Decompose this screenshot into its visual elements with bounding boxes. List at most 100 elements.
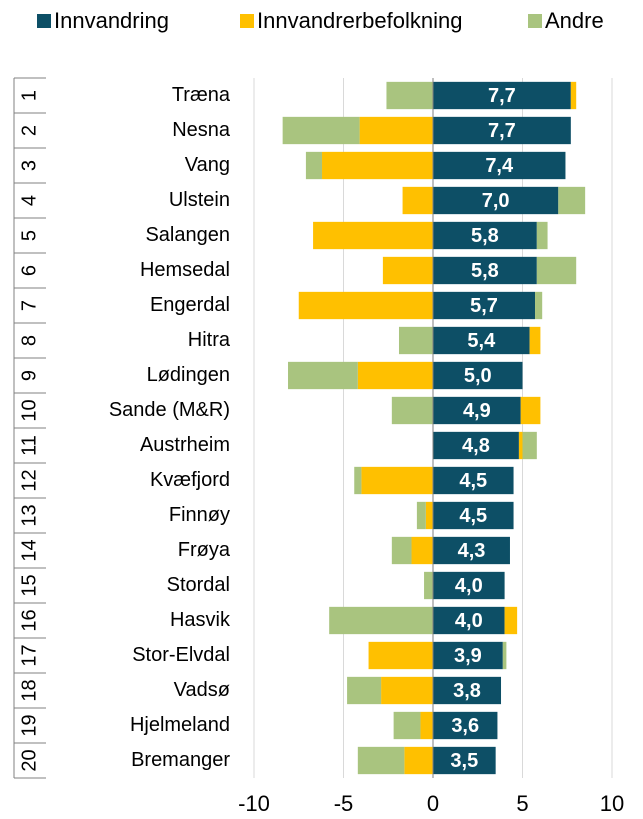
x-tick-label: 10 [600,791,624,816]
bar [433,501,514,530]
bar [357,746,405,775]
bar [433,291,536,320]
bar [535,291,543,320]
category-label: Nesna [172,119,231,141]
bar [433,676,502,705]
category-label: Stor-Elvdal [132,644,230,666]
bar [529,326,541,355]
bar [424,571,433,600]
data-label: 4,9 [463,400,491,422]
legend-swatch [528,14,542,28]
rank-label: 11 [18,435,40,456]
legend-swatch [240,14,254,28]
data-label: 4,0 [455,575,483,597]
x-tick-label: 0 [427,791,439,816]
bar [416,501,426,530]
data-label: 5,7 [470,295,498,317]
category-label: Bremanger [131,749,230,771]
x-tick-label: -5 [334,791,354,816]
bar [433,116,571,145]
bar [347,676,382,705]
bar [433,81,571,110]
bar [433,326,530,355]
rank-label: 17 [18,644,40,666]
data-label: 4,3 [458,540,486,562]
data-label: 3,5 [450,750,478,772]
data-label: 4,5 [459,470,487,492]
bar [329,606,433,635]
rank-label: 8 [18,335,40,346]
legend-label: Innvandrerbefolkning [257,8,462,33]
bar [433,186,559,215]
bar [411,536,433,565]
rank-label: 16 [18,609,40,631]
category-label: Frøya [178,539,231,561]
bar [502,641,507,670]
bar [354,466,362,495]
bar [433,221,537,250]
rank-label: 15 [18,574,40,596]
bar [393,711,421,740]
bar [433,361,523,390]
legend-label: Andre [545,8,604,33]
category-label: Stordal [167,574,230,596]
bar [433,396,521,425]
bar [558,186,586,215]
category-label: Hasvik [170,609,231,631]
bar [570,81,577,110]
category-label: Austrheim [140,434,230,456]
data-label: 3,9 [454,645,482,667]
rank-label: 3 [18,160,40,171]
category-label: Vang [185,154,230,176]
category-label: Finnøy [169,504,230,526]
data-label: 3,8 [453,680,481,702]
data-label: 7,7 [488,120,516,142]
rank-label: 18 [18,679,40,701]
category-label: Kvæfjord [150,469,230,491]
rank-label: 14 [18,539,40,561]
category-label: Træna [172,84,231,106]
bar [381,676,433,705]
rank-label: 4 [18,195,40,206]
bar [433,571,505,600]
rank-label: 6 [18,265,40,276]
bar [520,396,541,425]
data-label: 4,0 [455,610,483,632]
legend-swatch [37,14,51,28]
bar [288,361,358,390]
bar [305,151,323,180]
bar [433,431,519,460]
data-label: 7,0 [482,190,510,212]
bar [433,606,505,635]
bar [322,151,433,180]
category-label: Hemsedal [140,259,230,281]
legend-label: Innvandring [54,8,169,33]
bar [298,291,433,320]
rank-label: 12 [18,469,40,491]
category-label: Hjelmeland [130,714,230,736]
bar [504,606,518,635]
bar [433,151,566,180]
bar [433,641,503,670]
bar [536,256,577,285]
data-label: 5,0 [464,365,492,387]
bar [402,186,433,215]
rank-label: 1 [18,90,40,101]
bar [357,361,433,390]
rank-label: 7 [18,300,40,311]
data-label: 4,8 [462,435,490,457]
bar [420,711,433,740]
bar [359,116,433,145]
data-label: 5,8 [471,260,499,282]
category-label: Engerdal [150,294,230,316]
bar [522,431,537,460]
x-tick-label: -10 [238,791,270,816]
rank-label: 19 [18,714,40,736]
rank-label: 5 [18,230,40,241]
bar [404,746,433,775]
bar [398,326,433,355]
bar [536,221,548,250]
bar [433,746,496,775]
x-tick-label: 5 [516,791,528,816]
